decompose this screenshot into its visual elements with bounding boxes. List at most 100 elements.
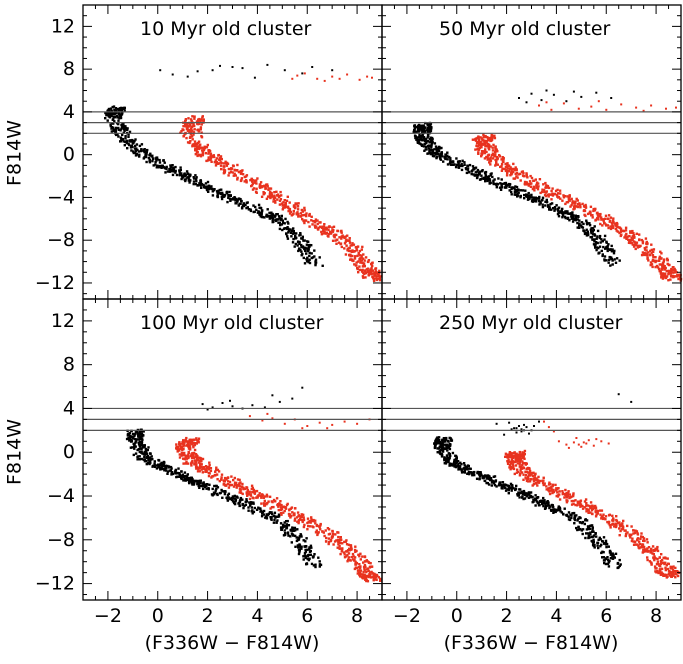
data-point (549, 483, 552, 486)
data-point (193, 115, 196, 118)
data-point (596, 512, 599, 515)
data-point (243, 180, 246, 183)
data-point (139, 430, 142, 433)
data-point (533, 425, 535, 427)
data-point (552, 488, 555, 492)
data-point (344, 540, 347, 543)
data-point (457, 163, 460, 166)
data-point (541, 203, 544, 206)
data-point (192, 182, 195, 186)
data-point (525, 101, 528, 104)
data-point (495, 485, 498, 488)
data-point (272, 197, 275, 201)
data-point (543, 499, 546, 502)
data-point (236, 484, 239, 487)
data-point (506, 461, 510, 464)
data-point (643, 251, 646, 255)
data-point (486, 157, 490, 160)
data-point (278, 203, 282, 206)
data-point (153, 462, 156, 465)
data-point (319, 563, 323, 567)
data-point (650, 547, 653, 551)
data-point (369, 268, 372, 271)
data-point (632, 240, 636, 243)
data-point (302, 239, 305, 242)
data-point (448, 155, 451, 159)
data-point (196, 466, 199, 469)
data-point (549, 193, 552, 196)
data-point (374, 270, 378, 273)
data-point (291, 77, 294, 80)
data-point (128, 139, 132, 143)
data-point (221, 490, 224, 493)
data-point (299, 212, 303, 215)
data-point (604, 223, 608, 226)
data-point (427, 152, 430, 155)
data-point (358, 257, 362, 261)
data-point (543, 190, 546, 194)
data-point (476, 170, 479, 173)
data-point (545, 198, 548, 202)
data-point (444, 440, 447, 443)
data-point (610, 221, 614, 225)
data-point (516, 189, 519, 193)
data-point (216, 191, 219, 195)
data-point (663, 265, 666, 268)
data-point (466, 468, 469, 471)
data-point (185, 123, 188, 126)
data-point (534, 472, 537, 475)
data-point (629, 230, 632, 233)
data-point (448, 442, 451, 446)
data-point (671, 266, 674, 269)
data-point (223, 492, 227, 496)
data-point (596, 544, 599, 547)
data-point (159, 69, 162, 72)
data-point (443, 462, 446, 465)
data-point (592, 538, 595, 541)
data-point (309, 544, 313, 547)
data-point (183, 441, 186, 444)
data-point (584, 518, 587, 522)
data-point (296, 74, 299, 77)
data-point (542, 476, 545, 479)
data-point (620, 103, 623, 106)
data-point (576, 221, 579, 225)
x-tick-label: 6 (301, 605, 313, 627)
data-point (552, 505, 555, 509)
data-point (291, 527, 294, 530)
data-point (134, 144, 137, 148)
data-point (193, 117, 196, 120)
data-point (121, 138, 124, 141)
data-point (436, 150, 439, 153)
data-point (197, 437, 201, 440)
data-point (632, 234, 636, 237)
data-point (578, 222, 581, 225)
data-point (290, 541, 293, 544)
data-point (534, 200, 538, 203)
data-point (650, 263, 654, 266)
data-point (297, 552, 301, 556)
data-point (585, 504, 588, 507)
data-point (641, 546, 644, 549)
data-point (579, 503, 583, 506)
data-point (303, 206, 306, 210)
data-point (335, 242, 338, 245)
data-point (479, 142, 482, 145)
data-point (502, 485, 506, 488)
data-point (129, 146, 133, 149)
data-point (292, 230, 295, 233)
data-point (630, 400, 633, 403)
data-point (237, 502, 240, 505)
data-point (271, 220, 274, 224)
data-point (651, 552, 654, 555)
data-point (632, 540, 635, 543)
data-point (134, 432, 137, 436)
data-point (297, 202, 300, 205)
data-point (455, 163, 458, 166)
data-point (434, 145, 438, 148)
data-point (528, 493, 531, 496)
data-point (145, 451, 148, 454)
data-point (231, 495, 235, 498)
data-point (497, 177, 500, 180)
data-point (189, 127, 193, 131)
